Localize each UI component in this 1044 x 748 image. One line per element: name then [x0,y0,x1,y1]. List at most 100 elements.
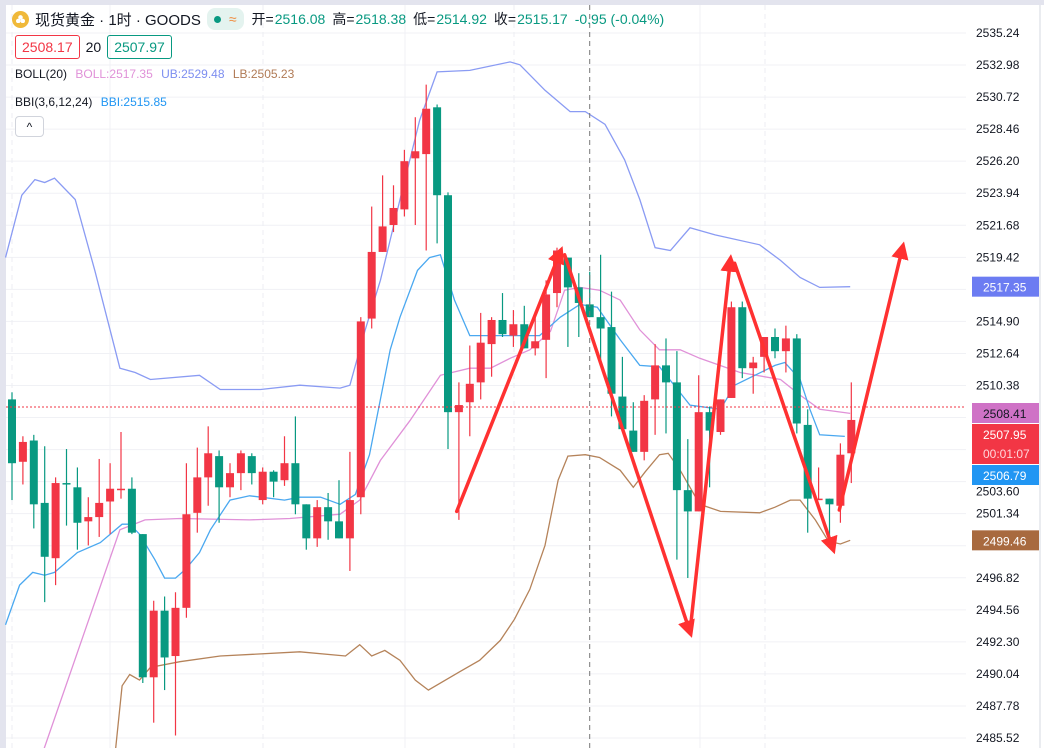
candle-body [727,307,736,398]
candle-body [204,453,213,478]
boll-line [43,286,851,748]
symbol-title[interactable]: 现货黄金 · 1时 · GOODS [35,11,201,29]
candle-body [672,382,681,491]
candle-body [683,490,692,512]
boll-legend[interactable]: BOLL(20) BOLL:2517.35 UB:2529.48 LB:2505… [15,67,299,81]
bbi-line [4,254,845,626]
candle [324,492,333,540]
candle [367,206,376,329]
bbi-legend[interactable]: BBI(3,6,12,24) BBI:2515.85 [15,95,172,109]
candle [781,325,790,373]
candle-body [193,477,202,513]
candle-body [138,534,147,678]
candle [73,467,82,550]
candle [138,534,147,683]
y-tick-label: 2535.24 [976,26,1020,40]
candle [247,453,256,485]
candle-body [422,108,431,155]
candle-body [106,488,115,502]
candle-body [95,502,104,518]
y-tick-label: 2503.60 [976,485,1020,499]
candle-body [738,307,747,369]
buy-button[interactable]: 2507.97 [107,35,172,59]
ub-line [4,61,851,391]
candle [18,436,27,485]
candle [433,104,442,244]
candle-body [171,607,180,657]
wave-icon: ≈ [228,11,237,27]
candle-body [781,338,790,352]
y-tick-label: 2519.42 [976,250,1020,264]
candle-body [585,304,594,318]
candle-body [618,396,627,430]
candle [814,467,823,501]
candle-body [749,362,758,369]
candle [40,446,49,603]
collapse-legend-button[interactable]: ^ [15,116,44,137]
candle [465,345,474,437]
candle-body [40,502,49,557]
candle-body [803,424,812,499]
boll-lb-value: LB:2505.23 [232,67,295,81]
candle-body [29,440,38,505]
y-tick-label: 2526.20 [976,154,1020,168]
candle [236,450,245,491]
candle-body [596,317,605,329]
candle [444,192,452,450]
market-status-pill[interactable]: ≈ [206,8,244,30]
candle-body [836,454,845,506]
candle [345,451,354,571]
candle [302,504,311,550]
price-badge: 2506.79 [972,465,1039,485]
candle-body [814,498,823,501]
price-axis [966,5,1044,748]
y-tick-label: 2514.90 [976,314,1020,328]
chevron-up-icon: ^ [26,119,33,134]
candle [596,254,605,366]
candle-body [84,517,93,522]
candle [335,480,343,539]
candle-body [705,412,714,431]
y-tick-label: 2521.68 [976,218,1020,232]
chart-header: 现货黄金 · 1时 · GOODS ≈ 开= 2516.08 高= 2518.38 … [12,8,671,30]
price-badge: 2517.35 [972,276,1039,297]
price-badge: 2508.41 [972,403,1039,423]
open-label: 开= [251,11,274,27]
annotation-arrow [688,254,738,634]
candle [51,477,60,586]
change-value: -0.95 (-0.04%) [574,11,665,27]
candle-body [226,473,234,488]
candle [378,175,387,252]
candle-body [607,327,616,394]
candle-body [640,400,649,452]
gold-logo-icon [12,10,29,28]
candle-body [73,487,82,523]
y-tick-label: 2530.72 [976,90,1020,104]
y-tick-label: 2528.46 [976,122,1020,136]
bbi-value: BBI:2515.85 [100,95,167,109]
candle [356,317,365,515]
candle-body [324,507,333,522]
candle-body [542,294,551,340]
candle-body [847,419,856,454]
candle [618,356,627,430]
close-value: 2515.17 [517,11,568,27]
candle-body [433,107,442,196]
candle-body [247,456,256,474]
green-dot-icon [213,15,221,23]
annotation-arrow [562,253,695,638]
sell-button[interactable]: 2508.17 [15,35,80,59]
candle [727,301,736,398]
candle [476,312,485,400]
candle-body [487,319,496,345]
bbi-name: BBI(3,6,12,24) [15,95,93,109]
candle [269,470,278,498]
y-tick-label: 2496.82 [976,571,1020,585]
candle [542,280,551,379]
countdown-timer: 00:01:07 [983,447,1030,461]
candle [258,467,267,505]
price-badge-bg [972,403,1039,423]
candle [193,447,202,533]
candle-body [160,610,169,658]
